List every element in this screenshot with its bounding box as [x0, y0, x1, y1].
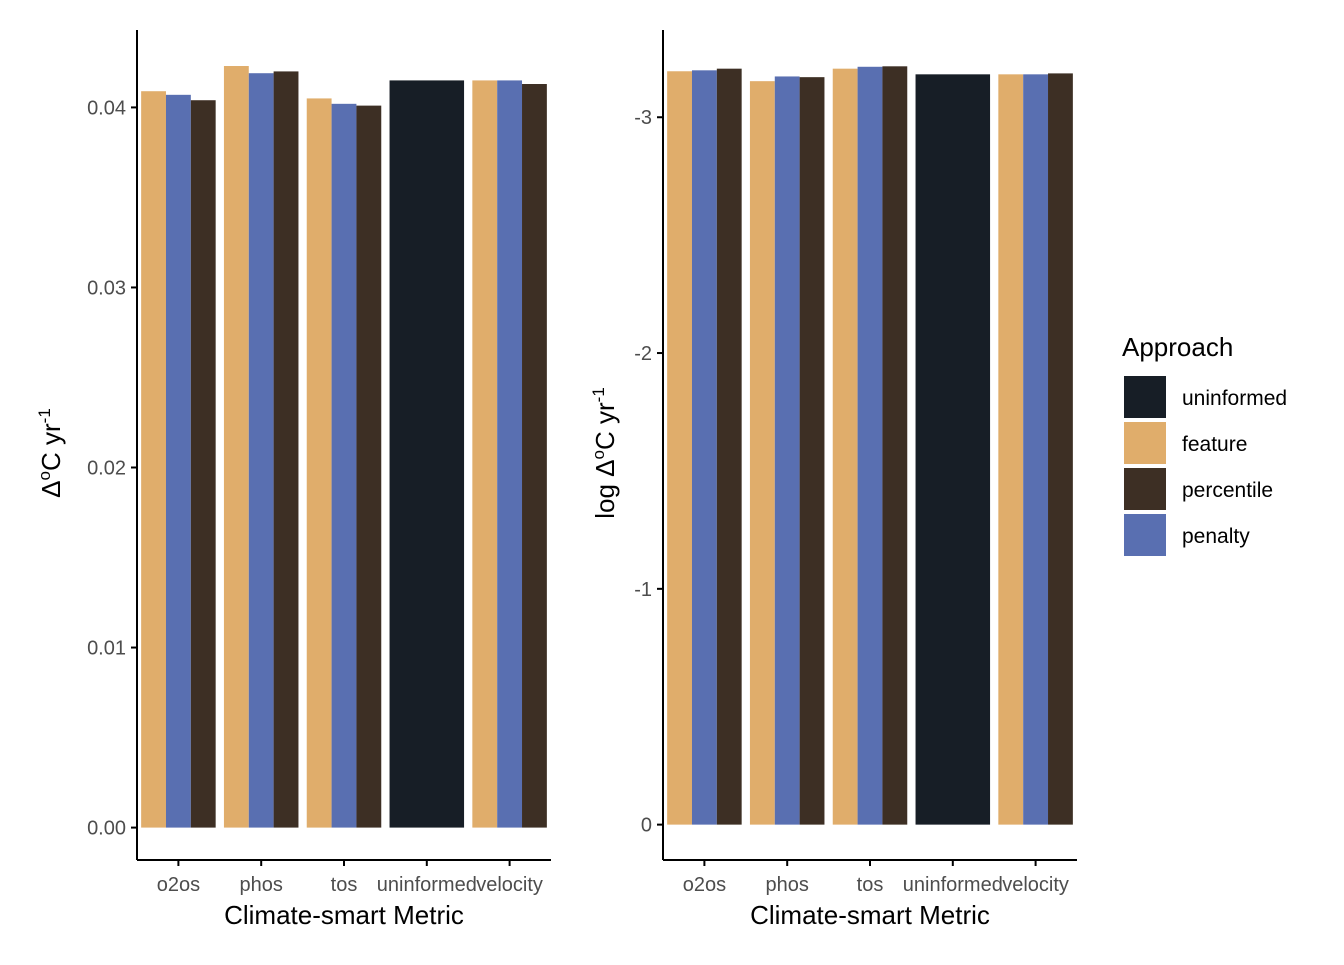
legend-swatch-feature: [1124, 422, 1166, 464]
bar-feature-phos: [749, 81, 775, 825]
y-axis-title-part: log Δ: [590, 459, 620, 518]
y-axis-title-part: -1: [589, 387, 608, 402]
bar-percentile-tos: [356, 105, 382, 828]
bar-penalty-tos: [331, 103, 357, 828]
y-axis-title-part: Δ: [36, 480, 66, 497]
y-tick-label: -3: [634, 107, 652, 129]
x-tick-label: tos: [857, 874, 884, 896]
y-tick-label: 0: [641, 815, 652, 837]
bar-percentile-o2os: [190, 100, 216, 828]
y-tick-label: 0.01: [87, 638, 126, 660]
bar-feature-velocity: [998, 74, 1024, 825]
legend-swatch-percentile: [1124, 468, 1166, 510]
legend-label-feature: feature: [1182, 433, 1247, 456]
bar-feature-tos: [832, 68, 858, 825]
bar-penalty-tos: [857, 66, 883, 825]
bar-penalty-o2os: [691, 70, 717, 825]
bar-percentile-tos: [882, 66, 908, 825]
bar-feature-tos: [306, 98, 332, 828]
x-tick-label: tos: [331, 874, 358, 896]
legend-label-penalty: penalty: [1182, 525, 1250, 548]
bar-penalty-velocity: [497, 80, 523, 828]
y-tick-label: 0.00: [87, 818, 126, 840]
legend-label-uninformed: uninformed: [1182, 387, 1287, 410]
y-tick-label: 0.04: [87, 97, 126, 119]
bar-penalty-velocity: [1023, 74, 1049, 825]
x-axis-title: Climate-smart Metric: [750, 900, 990, 930]
x-tick-label: uninformed: [377, 874, 477, 896]
y-axis-title-part: o: [35, 471, 54, 480]
x-tick-label: velocity: [476, 874, 543, 896]
y-axis-title-part: -1: [35, 408, 54, 423]
y-axis-title: ΔoC yr-1: [35, 408, 66, 498]
legend-swatch-uninformed: [1124, 376, 1166, 418]
y-axis-title: log ΔoC yr-1: [589, 387, 620, 519]
bar-percentile-phos: [273, 71, 299, 828]
bar-uninformed-uninformed: [389, 80, 465, 828]
chart-panel-1: 0.00 0.01 0.02 0.03 0.04 o2os phos tos uninforme…: [35, 30, 551, 930]
x-tick-label: phos: [766, 874, 809, 896]
y-tick-label: -1: [634, 579, 652, 601]
bar-percentile-velocity: [522, 84, 547, 828]
x-tick-label: velocity: [1002, 874, 1069, 896]
legend-title: Approach: [1122, 332, 1233, 362]
bar-uninformed-uninformed: [915, 74, 991, 825]
bar-percentile-velocity: [1048, 73, 1073, 825]
y-axis-title-part: C yr: [36, 423, 66, 471]
bar-penalty-phos: [248, 73, 274, 828]
y-axis-title-part: C yr: [590, 402, 620, 450]
bar-feature-velocity: [472, 80, 498, 828]
bar-percentile-phos: [799, 77, 825, 825]
y-tick-label: 0.02: [87, 458, 126, 480]
x-axis-title: Climate-smart Metric: [224, 900, 464, 930]
y-tick-label: -2: [634, 343, 652, 365]
x-tick-label: o2os: [683, 874, 726, 896]
chart-panel-2: 0 -1 -2 -3 o2os phos tos uninformed velocity Clim…: [589, 30, 1077, 930]
legend: Approach uninformed feature percentile penal…: [1122, 332, 1287, 556]
bar-percentile-o2os: [716, 68, 742, 825]
legend-swatch-penalty: [1124, 514, 1166, 556]
bar-feature-phos: [223, 66, 249, 828]
bar-feature-o2os: [141, 91, 166, 828]
legend-label-percentile: percentile: [1182, 479, 1273, 502]
bar-feature-o2os: [667, 71, 692, 825]
y-tick-label: 0.03: [87, 277, 126, 299]
x-tick-label: o2os: [157, 874, 200, 896]
bar-penalty-phos: [774, 76, 800, 825]
bar-penalty-o2os: [165, 94, 191, 828]
x-tick-label: phos: [240, 874, 283, 896]
y-axis-title-part: o: [589, 450, 608, 459]
x-tick-label: uninformed: [903, 874, 1003, 896]
